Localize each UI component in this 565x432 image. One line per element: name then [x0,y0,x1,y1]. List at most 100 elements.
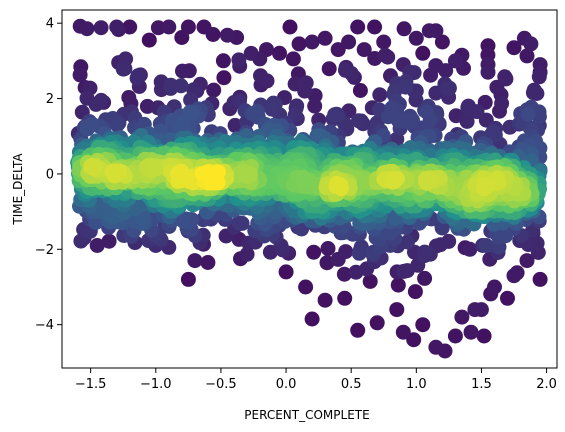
data-point [175,213,191,229]
data-point [398,79,414,95]
data-point [520,106,536,122]
data-point [336,266,352,282]
data-point [523,36,539,52]
data-point [93,20,109,36]
x-tick-label: 1.5 [471,377,492,392]
data-point [163,77,179,93]
data-point [459,113,475,129]
data-point [101,208,117,223]
data-point [351,245,367,261]
data-point [397,113,413,129]
data-point [93,92,109,108]
data-point [200,255,216,270]
data-point [321,61,337,77]
data-point [117,61,133,76]
data-point [298,75,314,91]
data-point [352,83,368,98]
data-point [408,30,424,46]
data-point [351,113,366,129]
data-point [173,164,188,180]
data-point [285,51,301,67]
data-point [372,87,388,103]
data-point [72,67,88,83]
data-point [438,63,454,79]
data-point [531,69,547,85]
data-point [476,328,492,344]
data-point [367,19,383,35]
data-point [298,279,314,295]
data-point [519,48,535,64]
data-point [83,160,99,175]
data-point [79,21,95,37]
data-point [184,105,200,121]
plot-frame [61,9,558,369]
data-point [421,23,437,39]
data-point [478,238,494,253]
data-point [506,40,522,56]
data-point [434,34,450,50]
data-point [317,30,333,46]
data-point [108,163,124,179]
points-layer [70,18,548,359]
data-point [447,328,463,344]
x-axis: −1.5 −1.0 −0.5 0.0 0.5 1.0 1.5 2.0 [75,368,557,392]
data-point [240,169,256,185]
y-tick-label: 4 [46,17,54,32]
data-point [362,273,378,289]
data-point [227,117,243,133]
y-tick-label: 0 [46,167,54,182]
data-point [389,302,405,318]
y-tick-label: −4 [35,318,54,333]
data-point [141,32,157,48]
data-point [498,71,514,87]
data-point [417,270,433,286]
data-point [253,68,268,84]
data-point [264,101,280,117]
data-point [215,53,231,69]
y-tick-label: −2 [35,243,54,258]
x-tick-label: 2.0 [536,377,557,392]
data-point [320,241,336,256]
data-point [231,52,247,68]
data-point [180,19,196,35]
data-point [462,241,478,257]
data-point [480,64,496,80]
data-point [129,70,145,86]
data-point [239,246,255,262]
data-point [440,81,455,97]
x-tick-label: −0.5 [205,377,237,392]
data-point [109,117,125,133]
data-point [415,45,431,61]
data-point [390,277,406,293]
data-point [396,263,412,279]
data-point [350,322,366,338]
data-point [369,315,385,331]
x-tick-label: 1.0 [406,377,427,392]
data-point [337,290,353,306]
x-axis-label: PERCENT_COMPLETE [244,408,369,422]
data-point [500,290,515,306]
data-point [350,19,366,35]
x-tick-label: −1.0 [140,377,172,392]
data-point [306,244,322,260]
data-point [161,19,177,35]
data-point [463,324,479,340]
y-axis-label: TIME_DELTA [11,153,25,226]
data-point [396,21,412,37]
data-point [407,284,423,300]
data-point [494,95,510,111]
data-point [478,180,494,196]
data-point [469,104,485,120]
data-point [519,253,535,269]
data-point [135,211,151,227]
data-point [421,170,437,186]
data-point [291,36,307,52]
data-point [295,174,311,190]
data-point [395,324,411,340]
data-point [487,279,502,295]
data-point [109,19,125,35]
data-point [278,264,294,280]
data-point [356,42,372,58]
